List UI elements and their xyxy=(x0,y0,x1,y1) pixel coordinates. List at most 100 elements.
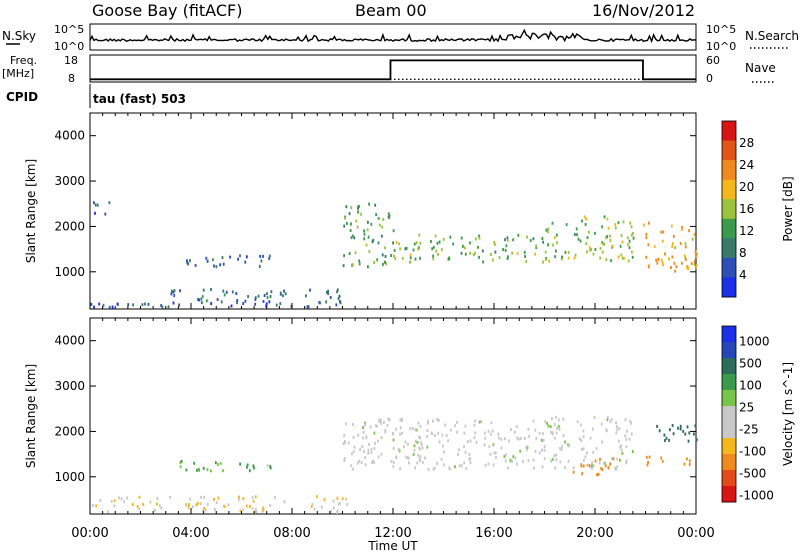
velocity-echo-2 xyxy=(586,463,588,467)
power-echo-5 xyxy=(399,247,401,251)
velocity-echo-2 xyxy=(600,422,603,426)
power-echo-4 xyxy=(384,246,386,250)
power-echo-5 xyxy=(409,256,412,260)
velocity-colorbar-segment xyxy=(722,374,736,391)
power-panel: 1000 2000 3000 4000 Slant Range [km] 4 8 12 16 20… xyxy=(24,112,795,310)
velocity-echo-0 xyxy=(311,502,314,506)
power-echo-6 xyxy=(575,227,578,231)
velocity-echo-2 xyxy=(557,424,560,428)
velocity-echo-2 xyxy=(519,449,522,453)
power-echo-6 xyxy=(586,236,589,240)
velocity-echo-2 xyxy=(419,424,422,428)
velocity-echo-1 xyxy=(197,467,200,471)
power-echo-0 xyxy=(141,303,144,307)
velocity-echo-2 xyxy=(463,461,466,465)
power-echo-1 xyxy=(222,289,225,293)
power-echo-6 xyxy=(605,236,607,240)
power-echo-2 xyxy=(189,259,191,263)
velocity-echo-2 xyxy=(386,423,389,427)
power-echo-5 xyxy=(506,238,509,242)
velocity-echo-2 xyxy=(483,443,486,447)
power-echo-7 xyxy=(655,258,658,262)
velocity-echo-2 xyxy=(528,434,530,438)
velocity-echo-2 xyxy=(463,431,466,435)
velocity-ytick-label: 2000 xyxy=(54,424,85,438)
velocity-echo-2 xyxy=(512,455,515,459)
velocity-ytick-label: 3000 xyxy=(54,379,85,393)
velocity-echo-2 xyxy=(434,434,436,437)
power-echo-4 xyxy=(345,205,348,209)
power-echo-0 xyxy=(220,300,223,304)
power-echo-1 xyxy=(254,296,257,300)
power-echo-4 xyxy=(378,223,381,227)
velocity-echo-1 xyxy=(193,461,196,465)
velocity-echo-2 xyxy=(616,457,619,461)
power-echo-1 xyxy=(179,289,181,293)
freq-tick-bottom: 8 xyxy=(68,72,75,85)
velocity-echo-2 xyxy=(414,439,417,443)
x-tick-label: 16:00 xyxy=(475,526,512,541)
power-echo-7 xyxy=(688,229,690,233)
power-echo-0 xyxy=(93,305,95,309)
power-echo-1 xyxy=(173,289,176,293)
power-echo-0 xyxy=(172,301,175,305)
velocity-colorbar-tick: 100 xyxy=(739,378,762,392)
power-echo-4 xyxy=(358,262,361,266)
power-echo-5 xyxy=(460,251,463,255)
velocity-echo-2 xyxy=(353,445,356,449)
velocity-echo-0 xyxy=(261,509,264,513)
velocity-ytick-label: 4000 xyxy=(54,334,85,348)
power-echo-7 xyxy=(671,242,674,246)
velocity-echo-4 xyxy=(686,457,688,461)
velocity-echo-2 xyxy=(465,467,468,471)
power-echo-4 xyxy=(371,240,374,244)
power-echo-0 xyxy=(90,302,93,306)
power-echo-5 xyxy=(494,250,497,254)
power-echo-6 xyxy=(607,226,610,230)
velocity-echo-2 xyxy=(401,431,403,435)
velocity-echo-2 xyxy=(519,436,522,440)
power-echo-4 xyxy=(351,263,354,267)
velocity-echo-2 xyxy=(419,455,422,459)
power-echo-6 xyxy=(594,231,596,235)
velocity-echo-2 xyxy=(624,434,627,438)
power-echo-7 xyxy=(660,258,663,262)
power-echo-2 xyxy=(239,254,241,258)
velocity-echo-2 xyxy=(578,437,581,441)
power-echo-6 xyxy=(594,248,597,251)
velocity-echo-2 xyxy=(491,429,494,433)
power-echo-4 xyxy=(393,254,395,258)
velocity-echo-0 xyxy=(249,505,251,508)
velocity-echo-2 xyxy=(553,454,556,458)
velocity-echo-0 xyxy=(239,509,242,513)
power-colorbar-label: Power [dB] xyxy=(781,176,795,241)
velocity-echo-2 xyxy=(364,421,366,425)
velocity-echo-0 xyxy=(206,502,209,506)
power-echo-5 xyxy=(415,241,418,245)
velocity-echo-2 xyxy=(421,460,424,464)
velocity-echo-2 xyxy=(478,420,481,424)
velocity-echo-2 xyxy=(343,434,346,438)
power-echo-6 xyxy=(545,228,548,232)
power-echo-3 xyxy=(96,203,99,207)
velocity-echo-0 xyxy=(160,506,163,510)
velocity-echo-2 xyxy=(549,425,552,429)
date-title: 16/Nov/2012 xyxy=(592,1,695,20)
power-ytick-label: 1000 xyxy=(54,265,85,279)
velocity-echo-2 xyxy=(430,431,433,435)
velocity-echo-0 xyxy=(156,502,158,506)
velocity-echo-2 xyxy=(456,430,458,434)
power-echo-5 xyxy=(525,259,528,263)
power-echo-5 xyxy=(430,240,432,243)
velocity-echo-2 xyxy=(544,420,547,424)
velocity-echo-2 xyxy=(407,456,410,460)
velocity-echo-2 xyxy=(509,459,512,463)
power-echo-6 xyxy=(610,259,612,263)
power-echo-1 xyxy=(282,294,284,298)
velocity-echo-2 xyxy=(438,440,441,444)
velocity-echo-2 xyxy=(538,451,541,455)
velocity-echo-0 xyxy=(336,509,339,513)
power-echo-5 xyxy=(478,234,480,238)
power-echo-4 xyxy=(366,228,369,232)
velocity-echo-0 xyxy=(203,495,205,499)
